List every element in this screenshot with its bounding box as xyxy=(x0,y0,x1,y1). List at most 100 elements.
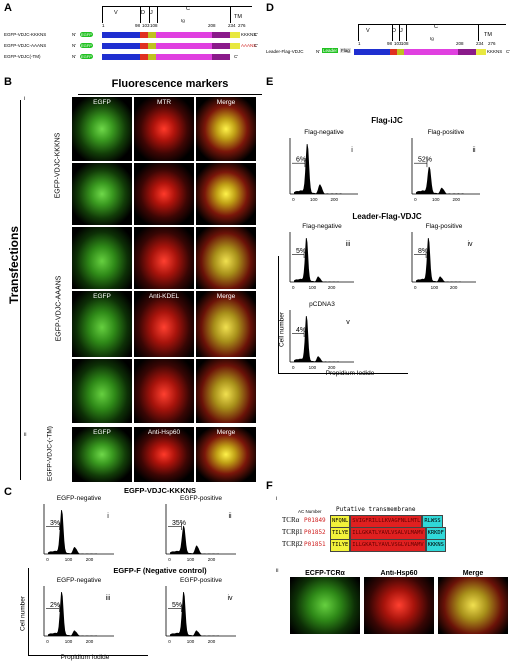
histogram-bars xyxy=(48,510,97,554)
tick-234: 234 xyxy=(476,41,484,46)
ac-number: P01851 xyxy=(304,541,326,548)
tick-103: 103 xyxy=(142,23,150,28)
transfections-label: Transfections xyxy=(7,225,21,305)
c-term: C' xyxy=(254,43,259,48)
tick-1: 1 xyxy=(358,41,361,46)
histogram: pCDNA3 v 4% 0 100 200 xyxy=(289,301,354,370)
histogram-index: v xyxy=(346,319,350,326)
f-sub-i: i xyxy=(276,496,278,502)
x-tick: 100 xyxy=(309,285,317,290)
img-mtr-2 xyxy=(134,163,194,225)
x-tick: 200 xyxy=(86,557,94,562)
c-term: C' xyxy=(254,32,259,37)
histogram-bars xyxy=(294,144,342,194)
ig-label: Ig xyxy=(430,36,434,41)
x-tick: 200 xyxy=(208,639,216,644)
histogram-title: pCDNA3 xyxy=(309,301,335,308)
domain-v-label: V xyxy=(366,28,370,34)
img-merge-5 xyxy=(196,359,256,423)
title-kkkns: EGFP-VDJC-KKKNS xyxy=(123,486,197,495)
img-label: EGFP xyxy=(93,99,111,106)
tick-98: 98 xyxy=(135,23,141,28)
percent-label: 5% xyxy=(296,248,306,255)
tick-234: 234 xyxy=(228,23,236,28)
tick-108: 108 xyxy=(150,23,158,28)
ac-number-header: AC Number xyxy=(298,509,322,514)
histogram-bars xyxy=(416,238,461,282)
panel-d-label: D xyxy=(266,2,274,14)
x-tick: 0 xyxy=(46,557,49,562)
histogram-title: EGFP-negative xyxy=(57,577,102,584)
x-tick: 0 xyxy=(414,285,417,290)
histogram-index: iv xyxy=(467,241,473,248)
img-merge-3 xyxy=(196,227,256,289)
tick-103: 103 xyxy=(394,41,402,46)
panel-c-label: C xyxy=(4,486,12,498)
construct-row-kkkns: EGFP-VDJC-KKKNS N' EGFP KKKNS C' xyxy=(4,31,260,39)
tick-108: 108 xyxy=(401,41,409,46)
panel-a-diagram: V D J C TM Ig 1 98 103 108 208 234 276 E… xyxy=(0,0,260,70)
domain-c-label: C xyxy=(434,24,438,30)
img-egfp-3 xyxy=(72,227,132,289)
seq-post: KKKNS xyxy=(425,539,446,552)
histogram: EGFP-negative i 3% 0 100 200 xyxy=(43,495,114,562)
histogram-title: EGFP-positive xyxy=(180,495,222,502)
img-label: Anti-Hsp60 xyxy=(147,429,181,436)
histogram-title: Flag-positive xyxy=(426,223,463,230)
x-tick: 200 xyxy=(450,285,458,290)
histogram-title: Flag-negative xyxy=(304,129,344,136)
rowlabel-aaans: EGFP-VDJC-AAANS xyxy=(55,275,63,342)
img-label: Merge xyxy=(438,570,508,577)
histogram: Flag-positive ii 52% 0 100 200 xyxy=(411,129,480,202)
histogram-bars xyxy=(170,525,219,554)
panel-c-histograms: EGFP-negative i 3% 0 100 200 EGFP-positive ii 35… xyxy=(43,495,236,644)
construct-name: EGFP-VDJC-AAANS xyxy=(4,43,47,48)
seq-tm: ILLGKATLYAVLVSGLVLMAMV xyxy=(350,539,426,552)
histogram: EGFP-positive ii 35% 0 100 200 xyxy=(165,495,236,562)
img-anti-hsp60: Anti-Hsp60 xyxy=(364,570,434,634)
panel-f-label: F xyxy=(266,480,273,492)
histogram-bars xyxy=(294,316,339,362)
histogram-title: Flag-positive xyxy=(428,129,465,136)
gfp-box: EGFP xyxy=(80,43,93,48)
histogram: EGFP-negative iii 2% 0 100 200 xyxy=(43,577,114,644)
construct-row-leader-flag: Leader-Flag-VDJC N' Leader Flag KKKNS C' xyxy=(266,48,520,56)
tick-208: 208 xyxy=(456,41,464,46)
panel-d-diagram: V D J C TM Ig 1 98 103 108 208 234 276 L… xyxy=(266,0,520,70)
histogram: Flag-negative i 6% 0 100 200 xyxy=(289,129,358,202)
sequence-row: TCRα P01849 NFQNL SVIGFRILLLKVAGFNLLMTL RLWS… xyxy=(282,515,514,528)
img-egfp-6: EGFP xyxy=(72,427,132,482)
img-label: EGFP xyxy=(93,293,111,300)
tick-1: 1 xyxy=(102,23,105,28)
x-tick: 0 xyxy=(292,365,295,370)
x-tick: 0 xyxy=(292,197,295,202)
flag-box: Flag xyxy=(340,48,351,53)
img-egfp-4: EGFP xyxy=(72,291,132,357)
sequence-table: TCRα P01849 NFQNL SVIGFRILLLKVAGFNLLMTL RLWS… xyxy=(282,515,514,555)
panel-b-label: B xyxy=(4,76,12,88)
title-leader-flag: Leader-Flag-VDJC xyxy=(352,212,422,221)
histogram-bars xyxy=(48,592,97,636)
panel-e-label: E xyxy=(266,76,274,88)
img-label: MTR xyxy=(156,99,172,106)
percent-label: 52% xyxy=(418,157,432,164)
histogram-bars xyxy=(294,238,339,282)
domain-tm-label: TM xyxy=(484,32,492,38)
img-hsp60-6: Anti-Hsp60 xyxy=(134,427,194,482)
domain-v-label: V xyxy=(114,10,118,16)
n-term: N' xyxy=(72,43,77,48)
ac-number: P01852 xyxy=(304,529,326,536)
c-term: C' xyxy=(234,54,239,59)
percent-label: 8% xyxy=(418,248,428,255)
img-label: Merge xyxy=(216,293,236,300)
img-merge-2 xyxy=(196,163,256,225)
histogram-index: iii xyxy=(106,595,111,602)
tail-label: KKKNS xyxy=(487,49,503,54)
histogram-index: ii xyxy=(228,513,232,520)
img-kdel-5 xyxy=(134,359,194,423)
domain-j-label: J xyxy=(150,10,153,16)
title-flag-ijc: Flag-iJC xyxy=(371,116,403,125)
tail-label: AAANS xyxy=(241,43,257,48)
percent-label: 2% xyxy=(50,602,60,609)
img-egfp-5 xyxy=(72,359,132,423)
